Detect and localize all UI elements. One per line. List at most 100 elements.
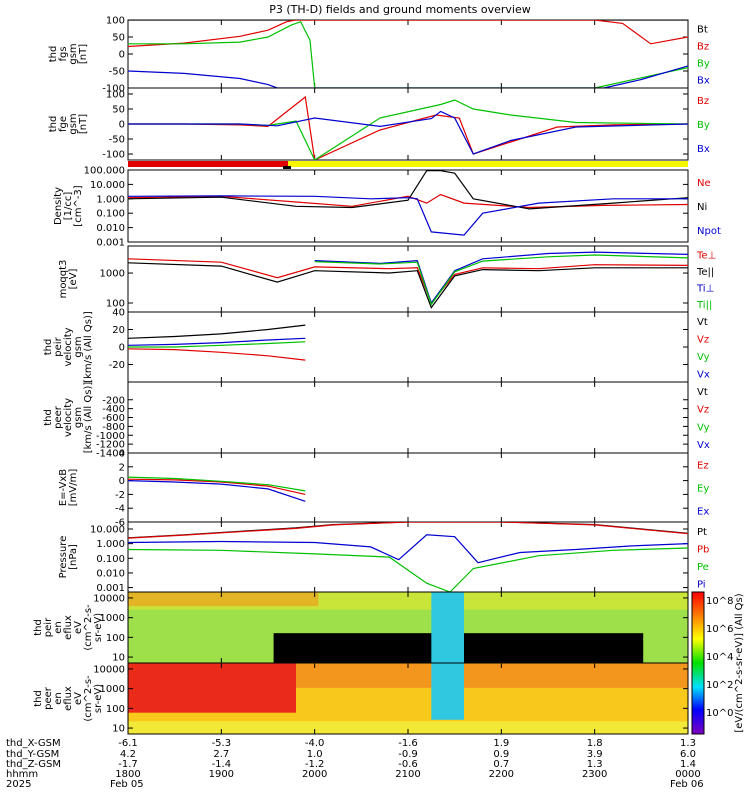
- y-axis-label: gsm: [73, 336, 84, 357]
- panel-peer_velocity: -200-400-600-800-1000-1200-1400 thd peer ve…: [43, 381, 710, 460]
- legend-entry: Vx: [697, 440, 710, 451]
- series-Ex: [128, 480, 306, 502]
- panel-fge: 100 50 0 -50 -100 thd fge gsm [nT] Bz By Bx: [48, 87, 710, 161]
- legend-entry: Ni: [697, 202, 707, 213]
- y-tick-label: 100: [106, 704, 125, 715]
- legend-entry: Vz: [697, 334, 709, 345]
- y-tick-label: -6: [115, 518, 125, 529]
- y-tick-label: 10000: [93, 593, 125, 604]
- y-tick-label: -1400: [96, 449, 125, 460]
- legend-entry: Vt: [697, 387, 708, 398]
- y-axis-label: [km/s (All Qs)]: [83, 382, 94, 454]
- y-axis-label: velocity: [63, 398, 74, 437]
- y-axis-label: gsm: [73, 407, 84, 428]
- y-axis-label: eV: [73, 692, 84, 705]
- y-axis-label: [nT]: [78, 114, 89, 134]
- y-axis-label: [eV]: [68, 269, 79, 290]
- legend-entry: Bz: [697, 42, 709, 53]
- y-tick-label: -400: [102, 404, 125, 415]
- y-tick-label: 0.001: [96, 238, 125, 249]
- legend-entry: Te⊥: [696, 250, 716, 261]
- y-tick-label: -1200: [96, 440, 125, 451]
- y-tick-label: -2: [115, 490, 125, 501]
- legend-entry: Pi: [697, 579, 706, 590]
- time-axis-value: 0.9: [493, 749, 509, 760]
- panel-pressure: 10.000 1.000 0.100 0.010 0.001 Pressure [nPa] P…: [58, 521, 709, 594]
- series-Ni: [128, 170, 688, 210]
- y-axis-label: thd: [48, 46, 59, 63]
- y-axis-label: Density: [53, 187, 64, 225]
- y-axis-label: moqqt3: [58, 260, 69, 299]
- chart-title: P3 (TH-D) fields and ground moments over…: [269, 3, 531, 16]
- y-axis-label: thd: [43, 339, 54, 356]
- y-axis-label: thd: [33, 690, 44, 707]
- time-axis-value: 1.3: [587, 759, 603, 770]
- time-axis-value: 6.0: [680, 749, 696, 760]
- panel-frame: [127, 311, 689, 383]
- y-tick-label: -100: [102, 150, 125, 161]
- y-tick-label: 1.000: [96, 194, 125, 205]
- series-Vz: [128, 348, 306, 361]
- y-axis-label: fge: [58, 116, 69, 132]
- y-tick-label: 1.000: [96, 539, 125, 550]
- legend-entry: Npot: [697, 226, 721, 237]
- colorbar-tick: 10^4: [706, 652, 733, 663]
- y-tick-label: -4: [115, 504, 125, 515]
- y-tick-label: 20: [112, 325, 125, 336]
- legend-entry: Vx: [697, 369, 710, 380]
- panel-density: 100.000 10.000 1.000 0.100 0.010 0.001 Density…: [53, 166, 721, 249]
- time-axis-value: 1.4: [680, 759, 696, 770]
- legend-entry: Ne: [697, 178, 711, 189]
- y-tick-label: 100.000: [84, 166, 125, 177]
- y-axis-label: thd: [33, 619, 44, 636]
- y-tick-label: 10: [112, 724, 125, 735]
- time-axis-value: -5.3: [212, 738, 232, 749]
- y-axis-label: sr-eV): [93, 684, 104, 713]
- y-tick-label: -100: [102, 84, 125, 95]
- series-group: [128, 251, 688, 309]
- y-axis-label: (cm^2-s-: [83, 604, 94, 651]
- series-Te⊥: [128, 258, 688, 305]
- y-tick-label: 0.100: [96, 554, 125, 565]
- time-axis-value: 1.0: [307, 749, 323, 760]
- y-axis-label: peer: [43, 686, 54, 710]
- legend-entry: Ti||: [696, 300, 712, 311]
- y-axis-label: fgs: [58, 46, 69, 61]
- y-axis-label: eflux: [63, 615, 74, 640]
- time-axis-value: 4.2: [120, 749, 136, 760]
- time-axis-value: 1.9: [493, 738, 509, 749]
- y-tick-label: 1000: [100, 269, 125, 280]
- panel-frame: [127, 381, 689, 454]
- y-tick-label: 0: [119, 343, 125, 354]
- y-tick-label: 100: [106, 90, 125, 101]
- y-tick-label: -200: [102, 395, 125, 406]
- legend-entry: Ey: [697, 484, 709, 495]
- y-tick-label: 10000: [93, 664, 125, 675]
- spectrum-low-energy-band: [128, 721, 688, 734]
- y-axis-label: thd: [43, 409, 54, 426]
- y-axis-label: velocity: [63, 327, 74, 366]
- colorbar-tick: 10^0: [706, 708, 733, 719]
- time-axis-value: -1.6: [398, 738, 418, 749]
- y-axis-label: peer: [53, 405, 64, 429]
- y-tick-label: -800: [102, 422, 125, 433]
- series-group: [128, 95, 688, 160]
- y-axis-label: en: [53, 621, 64, 634]
- state-bar-red: [128, 161, 288, 167]
- y-tick-label: 0.001: [96, 583, 125, 594]
- y-axis-label: [nT]: [78, 44, 89, 64]
- legend-entry: Ez: [697, 461, 709, 472]
- y-tick-label: 0.100: [96, 209, 125, 220]
- time-axis-row-label: hhmm: [6, 769, 38, 780]
- state-bar-yellow: [288, 161, 688, 167]
- y-axis-label: [mV/m]: [68, 469, 79, 507]
- time-tick-label: 2200: [489, 769, 514, 780]
- series-Vy: [128, 341, 306, 348]
- spectrum-hot-band: [128, 663, 296, 713]
- spectrum-lobe-interval: [431, 663, 464, 720]
- time-axis-value: 0.7: [493, 759, 509, 770]
- panel-peir_velocity: 40 20 0 -20 thd peir velocity gsm [km/s (All Qs)…: [43, 308, 710, 383]
